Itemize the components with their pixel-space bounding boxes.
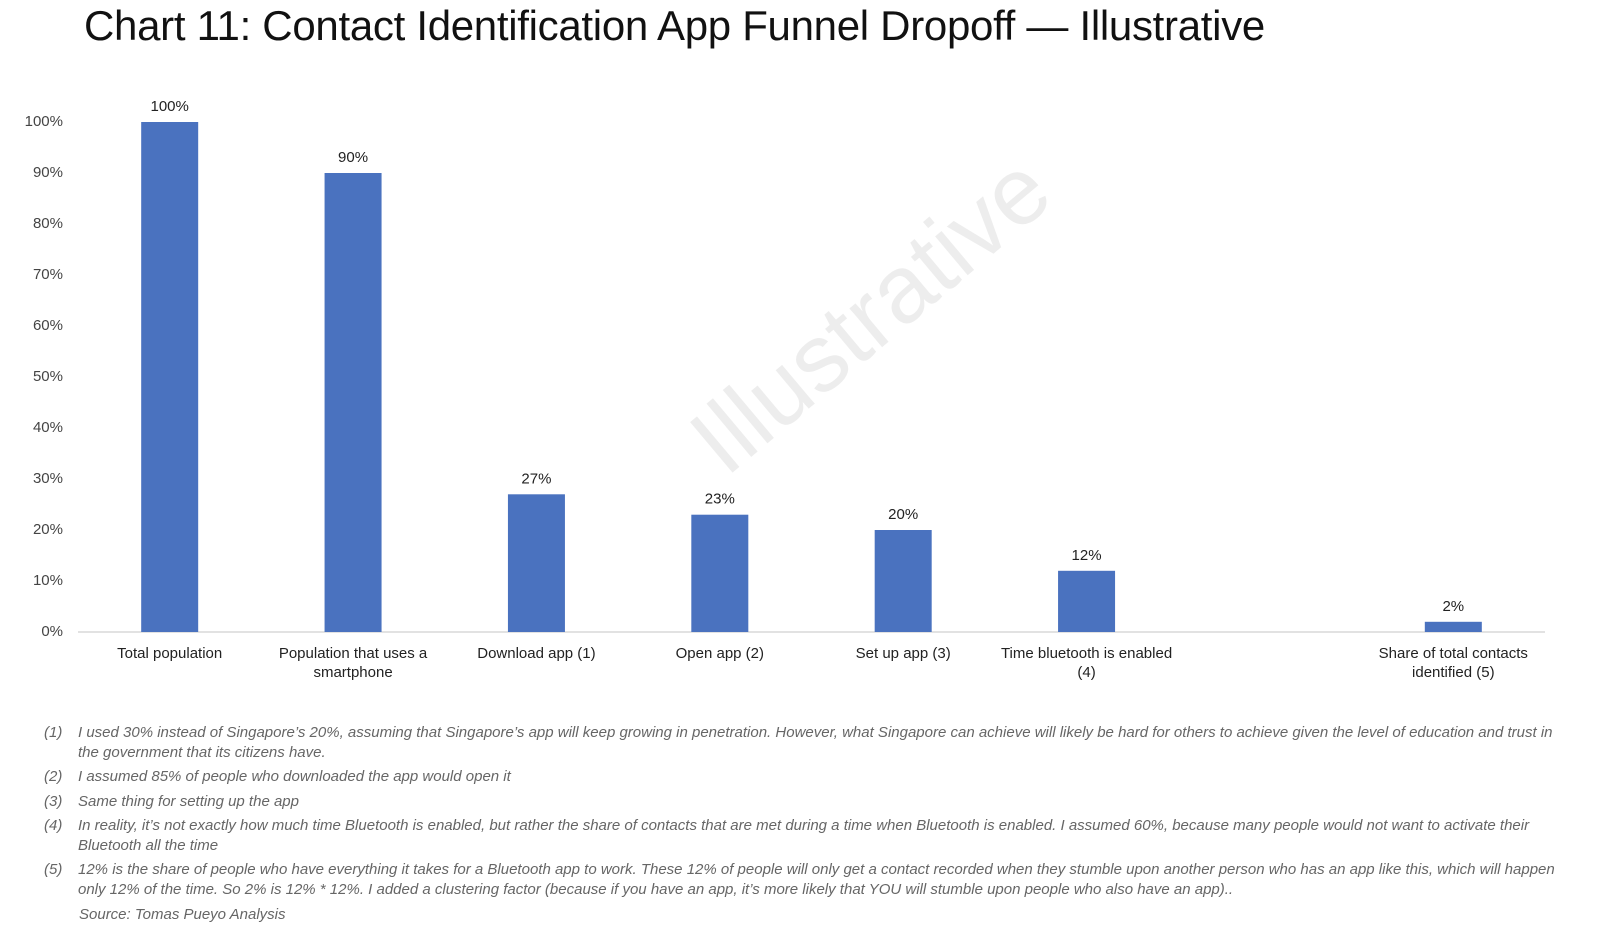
y-tick-label: 80%	[33, 215, 63, 232]
y-tick-label: 50%	[33, 368, 63, 385]
x-category-label: identified (5)	[1412, 664, 1495, 681]
bar	[874, 530, 932, 632]
x-category-label: Set up app (3)	[856, 645, 951, 662]
y-tick-label: 90%	[33, 164, 63, 181]
footnote-item: (1) I used 30% instead of Singapore’s 20%…	[44, 723, 1574, 762]
footnote-item: (5) 12% is the share of people who have e…	[44, 860, 1574, 899]
footnote-item: (2) I assumed 85% of people who downloade…	[44, 767, 1574, 787]
x-category-label: Population that uses a	[279, 645, 428, 662]
x-category-label: smartphone	[313, 664, 392, 681]
x-category-label: Download app (1)	[477, 645, 595, 662]
watermark-text: Illustrative	[671, 135, 1071, 495]
data-label: 2%	[1442, 598, 1464, 615]
y-tick-label: 0%	[41, 623, 63, 640]
y-tick-label: 70%	[33, 266, 63, 283]
bar	[1058, 570, 1116, 632]
data-label: 23%	[705, 491, 735, 508]
y-tick-label: 100%	[25, 113, 63, 130]
x-category-label: Share of total contacts	[1379, 645, 1528, 662]
y-tick-label: 40%	[33, 419, 63, 436]
y-tick-label: 20%	[33, 521, 63, 538]
x-category-label: Time bluetooth is enabled	[1001, 645, 1172, 662]
bar	[507, 494, 565, 632]
chart-title: Chart 11: Contact Identification App Fun…	[84, 2, 1265, 49]
x-category-label: (4)	[1077, 664, 1095, 681]
bar	[1424, 621, 1482, 632]
footnote-number: (4)	[44, 817, 63, 834]
footnote-number: (5)	[44, 861, 63, 878]
bar-series	[141, 122, 1482, 632]
data-label: 90%	[338, 149, 368, 166]
footnote-text: Same thing for setting up the app	[78, 792, 299, 810]
y-tick-label: 60%	[33, 317, 63, 334]
footnote-item: (3) Same thing for setting up the app	[44, 792, 1574, 812]
y-axis: 0% 10% 20% 30% 40% 50% 60% 70% 80% 90% 100%	[25, 113, 63, 640]
bar	[141, 122, 199, 632]
y-tick-label: 30%	[33, 470, 63, 487]
footnote-text: 12% is the share of people who have ever…	[78, 861, 1555, 898]
bar	[691, 514, 749, 632]
footnote-item: (4) In reality, it’s not exactly how much…	[44, 816, 1574, 855]
footnote-text: In reality, it’s not exactly how much ti…	[78, 817, 1530, 854]
y-tick-label: 10%	[33, 572, 63, 589]
x-axis-categories: Total population Population that uses a sm…	[117, 645, 1528, 681]
source-note: Source: Tomas Pueyo Analysis	[79, 906, 286, 923]
bar	[324, 173, 382, 632]
bar-chart: Illustrative 0% 10% 20% 30% 40% 50% 60% 70% 80% 9…	[25, 98, 1545, 681]
data-label: 27%	[521, 470, 551, 487]
x-category-label: Total population	[117, 645, 222, 662]
data-labels: 100% 90% 27% 23% 20% 12% 2%	[151, 98, 1465, 615]
footnotes: (1) I used 30% instead of Singapore’s 20%…	[44, 723, 1574, 904]
data-label: 100%	[151, 98, 189, 115]
data-label: 12%	[1072, 547, 1102, 564]
footnote-text: I assumed 85% of people who downloaded t…	[78, 768, 511, 785]
footnote-number: (1)	[44, 724, 63, 741]
footnote-number: (3)	[44, 792, 63, 810]
x-category-label: Open app (2)	[676, 645, 764, 662]
footnote-text: I used 30% instead of Singapore’s 20%, a…	[78, 724, 1553, 761]
data-label: 20%	[888, 506, 918, 523]
footnote-number: (2)	[44, 768, 63, 785]
